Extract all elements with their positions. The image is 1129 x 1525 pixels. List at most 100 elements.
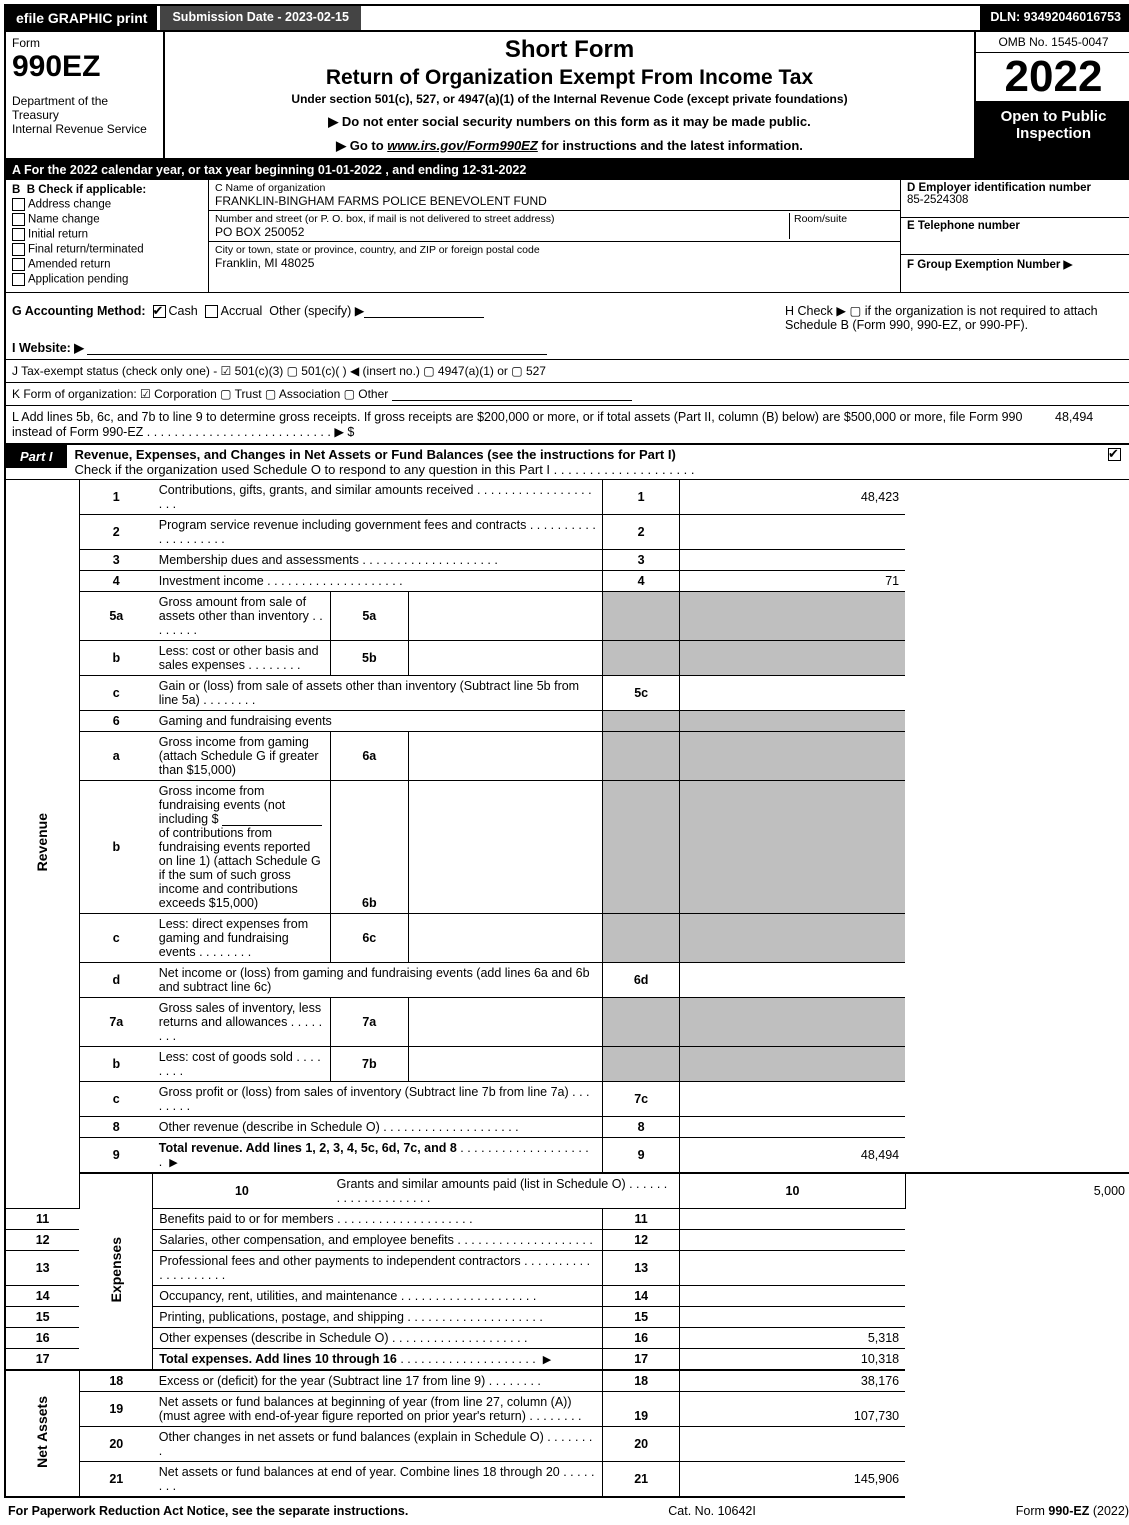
line-8-desc: Other revenue (describe in Schedule O) bbox=[159, 1120, 380, 1134]
line-2-desc: Program service revenue including govern… bbox=[159, 518, 527, 532]
line-8-amt bbox=[680, 1117, 905, 1138]
street-value: PO BOX 250052 bbox=[215, 225, 789, 239]
side-revenue: Revenue bbox=[34, 813, 50, 871]
chk-cash[interactable] bbox=[153, 305, 166, 318]
line-16-amt: 5,318 bbox=[680, 1328, 905, 1349]
line-16-desc: Other expenses (describe in Schedule O) bbox=[159, 1331, 388, 1345]
group-exemption-label: F Group Exemption Number ▶ bbox=[907, 257, 1125, 271]
line-3: 3 Membership dues and assessments 3 bbox=[5, 550, 1129, 571]
submission-date-btn[interactable]: Submission Date - 2023-02-15 bbox=[157, 6, 360, 30]
page-footer: For Paperwork Reduction Act Notice, see … bbox=[4, 1498, 1129, 1520]
i-label: I Website: ▶ bbox=[12, 341, 84, 355]
org-name-value: FRANKLIN-BINGHAM FARMS POLICE BENEVOLENT… bbox=[215, 194, 894, 208]
box-d-e-f: D Employer identification number 85-2524… bbox=[900, 180, 1129, 292]
chk-name-change[interactable]: Name change bbox=[12, 213, 202, 226]
chk-address-change[interactable]: Address change bbox=[12, 198, 202, 211]
line-21-desc: Net assets or fund balances at end of ye… bbox=[159, 1465, 560, 1479]
topbar-spacer bbox=[361, 6, 980, 30]
group-exemption-cell: F Group Exemption Number ▶ bbox=[901, 255, 1129, 292]
goto-suffix: for instructions and the latest informat… bbox=[538, 138, 803, 153]
part-1-title: Revenue, Expenses, and Changes in Net As… bbox=[67, 445, 1101, 479]
subtitle: Under section 501(c), 527, or 4947(a)(1)… bbox=[175, 92, 964, 106]
line-13: 13 Professional fees and other payments … bbox=[5, 1251, 1129, 1286]
line-6d-desc: Net income or (loss) from gaming and fun… bbox=[159, 966, 590, 994]
line-6b-subamt bbox=[408, 781, 602, 914]
ein-label: D Employer identification number bbox=[907, 182, 1125, 194]
row-g-h: G Accounting Method: Cash Accrual Other … bbox=[4, 293, 1129, 336]
row-i-website: I Website: ▶ bbox=[4, 336, 1129, 360]
chk-application-pending[interactable]: Application pending bbox=[12, 273, 202, 286]
part-1-schedule-o-check[interactable] bbox=[1101, 445, 1129, 463]
line-9-desc: Total revenue. Add lines 1, 2, 3, 4, 5c,… bbox=[159, 1141, 457, 1155]
line-5b: b Less: cost or other basis and sales ex… bbox=[5, 641, 1129, 676]
chk-final-return[interactable]: Final return/terminated bbox=[12, 243, 202, 256]
line-12: 12 Salaries, other compensation, and emp… bbox=[5, 1230, 1129, 1251]
g-other: Other (specify) ▶ bbox=[269, 304, 364, 318]
g-cash: Cash bbox=[169, 304, 198, 318]
row-k-form-org: K Form of organization: ☑ Corporation ▢ … bbox=[4, 383, 1129, 406]
line-20: 20 Other changes in net assets or fund b… bbox=[5, 1427, 1129, 1462]
efile-print-btn[interactable]: efile GRAPHIC print bbox=[6, 6, 157, 30]
line-7b: b Less: cost of goods sold 7b bbox=[5, 1047, 1129, 1082]
line-11: 11 Benefits paid to or for members 11 bbox=[5, 1209, 1129, 1230]
chk-amended-return[interactable]: Amended return bbox=[12, 258, 202, 271]
identity-grid: B B Check if applicable: Address change … bbox=[4, 180, 1129, 293]
chk-accrual[interactable] bbox=[205, 305, 218, 318]
line-20-desc: Other changes in net assets or fund bala… bbox=[159, 1430, 544, 1444]
title-return: Return of Organization Exempt From Incom… bbox=[175, 66, 964, 90]
line-19-amt: 107,730 bbox=[680, 1392, 905, 1427]
g-other-blank[interactable] bbox=[364, 305, 484, 318]
website-blank[interactable] bbox=[87, 342, 547, 355]
line-3-amt bbox=[680, 550, 905, 571]
chk-initial-return[interactable]: Initial return bbox=[12, 228, 202, 241]
line-12-amt bbox=[680, 1230, 905, 1251]
line-1: Revenue 1 Contributions, gifts, grants, … bbox=[5, 480, 1129, 515]
line-10-amt: 5,000 bbox=[905, 1173, 1129, 1209]
line-6b: b Gross income from fundraising events (… bbox=[5, 781, 1129, 914]
line-7b-subamt bbox=[408, 1047, 602, 1082]
room-suite-label: Room/suite bbox=[794, 213, 894, 225]
row-g: G Accounting Method: Cash Accrual Other … bbox=[12, 303, 785, 332]
line-21-amt: 145,906 bbox=[680, 1462, 905, 1498]
line-2-amt bbox=[680, 515, 905, 550]
line-14-desc: Occupancy, rent, utilities, and maintena… bbox=[159, 1289, 397, 1303]
line-11-desc: Benefits paid to or for members bbox=[159, 1212, 333, 1226]
irs-link[interactable]: www.irs.gov/Form990EZ bbox=[387, 138, 538, 153]
box-b: B B Check if applicable: Address change … bbox=[6, 180, 209, 292]
line-5c: c Gain or (loss) from sale of assets oth… bbox=[5, 676, 1129, 711]
row-a-tax-year: A For the 2022 calendar year, or tax yea… bbox=[4, 160, 1129, 180]
open-to-public: Open to Public Inspection bbox=[976, 102, 1129, 158]
line-18: Net Assets 18 Excess or (deficit) for th… bbox=[5, 1370, 1129, 1392]
form-header: Form 990EZ Department of the Treasury In… bbox=[4, 32, 1129, 160]
line-5a-desc: Gross amount from sale of assets other t… bbox=[159, 595, 309, 623]
line-5a: 5a Gross amount from sale of assets othe… bbox=[5, 592, 1129, 641]
dln-label: DLN: 93492046016753 bbox=[980, 6, 1129, 30]
line-17-desc: Total expenses. Add lines 10 through 16 bbox=[159, 1352, 397, 1366]
line-10-desc: Grants and similar amounts paid (list in… bbox=[337, 1177, 626, 1191]
ein-value: 85-2524308 bbox=[907, 194, 1125, 206]
header-right: OMB No. 1545-0047 2022 Open to Public In… bbox=[974, 32, 1129, 158]
line-18-amt: 38,176 bbox=[680, 1370, 905, 1392]
line-9: 9 Total revenue. Add lines 1, 2, 3, 4, 5… bbox=[5, 1138, 1129, 1174]
top-bar: efile GRAPHIC print Submission Date - 20… bbox=[4, 4, 1129, 32]
k-other-blank[interactable] bbox=[392, 388, 632, 401]
line-20-amt bbox=[680, 1427, 905, 1462]
street-cell: Number and street (or P. O. box, if mail… bbox=[209, 211, 900, 242]
line-15-amt bbox=[680, 1307, 905, 1328]
part-1-header: Part I Revenue, Expenses, and Changes in… bbox=[4, 445, 1129, 480]
city-value: Franklin, MI 48025 bbox=[215, 256, 894, 270]
box-b-header-text: B Check if applicable: bbox=[27, 184, 147, 196]
line-4-desc: Investment income bbox=[159, 574, 264, 588]
row-l-gross-receipts: L Add lines 5b, 6c, and 7b to line 9 to … bbox=[4, 406, 1129, 445]
line-6b-blank[interactable] bbox=[222, 813, 322, 826]
tax-year: 2022 bbox=[976, 53, 1129, 102]
line-5c-amt bbox=[680, 676, 905, 711]
line-19: 19 Net assets or fund balances at beginn… bbox=[5, 1392, 1129, 1427]
line-6a: a Gross income from gaming (attach Sched… bbox=[5, 732, 1129, 781]
form-number: 990EZ bbox=[12, 50, 157, 84]
part-1-title-text: Revenue, Expenses, and Changes in Net As… bbox=[75, 447, 676, 462]
line-11-amt bbox=[680, 1209, 905, 1230]
goto-link-line: ▶ Go to www.irs.gov/Form990EZ for instru… bbox=[175, 138, 964, 154]
telephone-label: E Telephone number bbox=[907, 220, 1125, 232]
city-label: City or town, state or province, country… bbox=[215, 244, 894, 256]
